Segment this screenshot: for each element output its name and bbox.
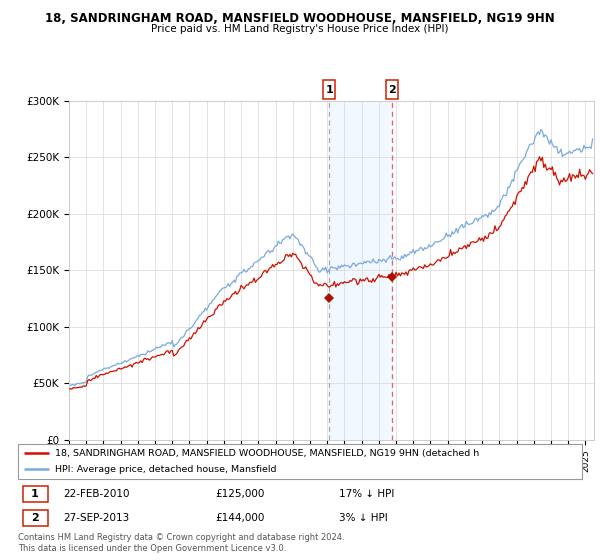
Text: 2: 2 xyxy=(31,514,39,524)
Text: 17% ↓ HPI: 17% ↓ HPI xyxy=(340,489,395,499)
Text: 18, SANDRINGHAM ROAD, MANSFIELD WOODHOUSE, MANSFIELD, NG19 9HN (detached h: 18, SANDRINGHAM ROAD, MANSFIELD WOODHOUS… xyxy=(55,449,479,458)
Text: 18, SANDRINGHAM ROAD, MANSFIELD WOODHOUSE, MANSFIELD, NG19 9HN: 18, SANDRINGHAM ROAD, MANSFIELD WOODHOUS… xyxy=(45,12,555,25)
FancyBboxPatch shape xyxy=(386,81,398,99)
Bar xyxy=(329,101,392,440)
Text: Contains HM Land Registry data © Crown copyright and database right 2024.
This d: Contains HM Land Registry data © Crown c… xyxy=(18,533,344,553)
Text: 27-SEP-2013: 27-SEP-2013 xyxy=(63,514,130,524)
Text: 1: 1 xyxy=(325,85,333,95)
FancyBboxPatch shape xyxy=(23,510,48,526)
Text: Price paid vs. HM Land Registry's House Price Index (HPI): Price paid vs. HM Land Registry's House … xyxy=(151,24,449,34)
Text: HPI: Average price, detached house, Mansfield: HPI: Average price, detached house, Mans… xyxy=(55,465,276,474)
FancyBboxPatch shape xyxy=(23,486,48,502)
FancyBboxPatch shape xyxy=(323,81,335,99)
Text: £125,000: £125,000 xyxy=(215,489,265,499)
Text: 22-FEB-2010: 22-FEB-2010 xyxy=(63,489,130,499)
Text: 1: 1 xyxy=(31,489,39,499)
FancyBboxPatch shape xyxy=(18,444,582,479)
Text: 3% ↓ HPI: 3% ↓ HPI xyxy=(340,514,388,524)
Text: £144,000: £144,000 xyxy=(215,514,265,524)
Text: 2: 2 xyxy=(388,85,395,95)
